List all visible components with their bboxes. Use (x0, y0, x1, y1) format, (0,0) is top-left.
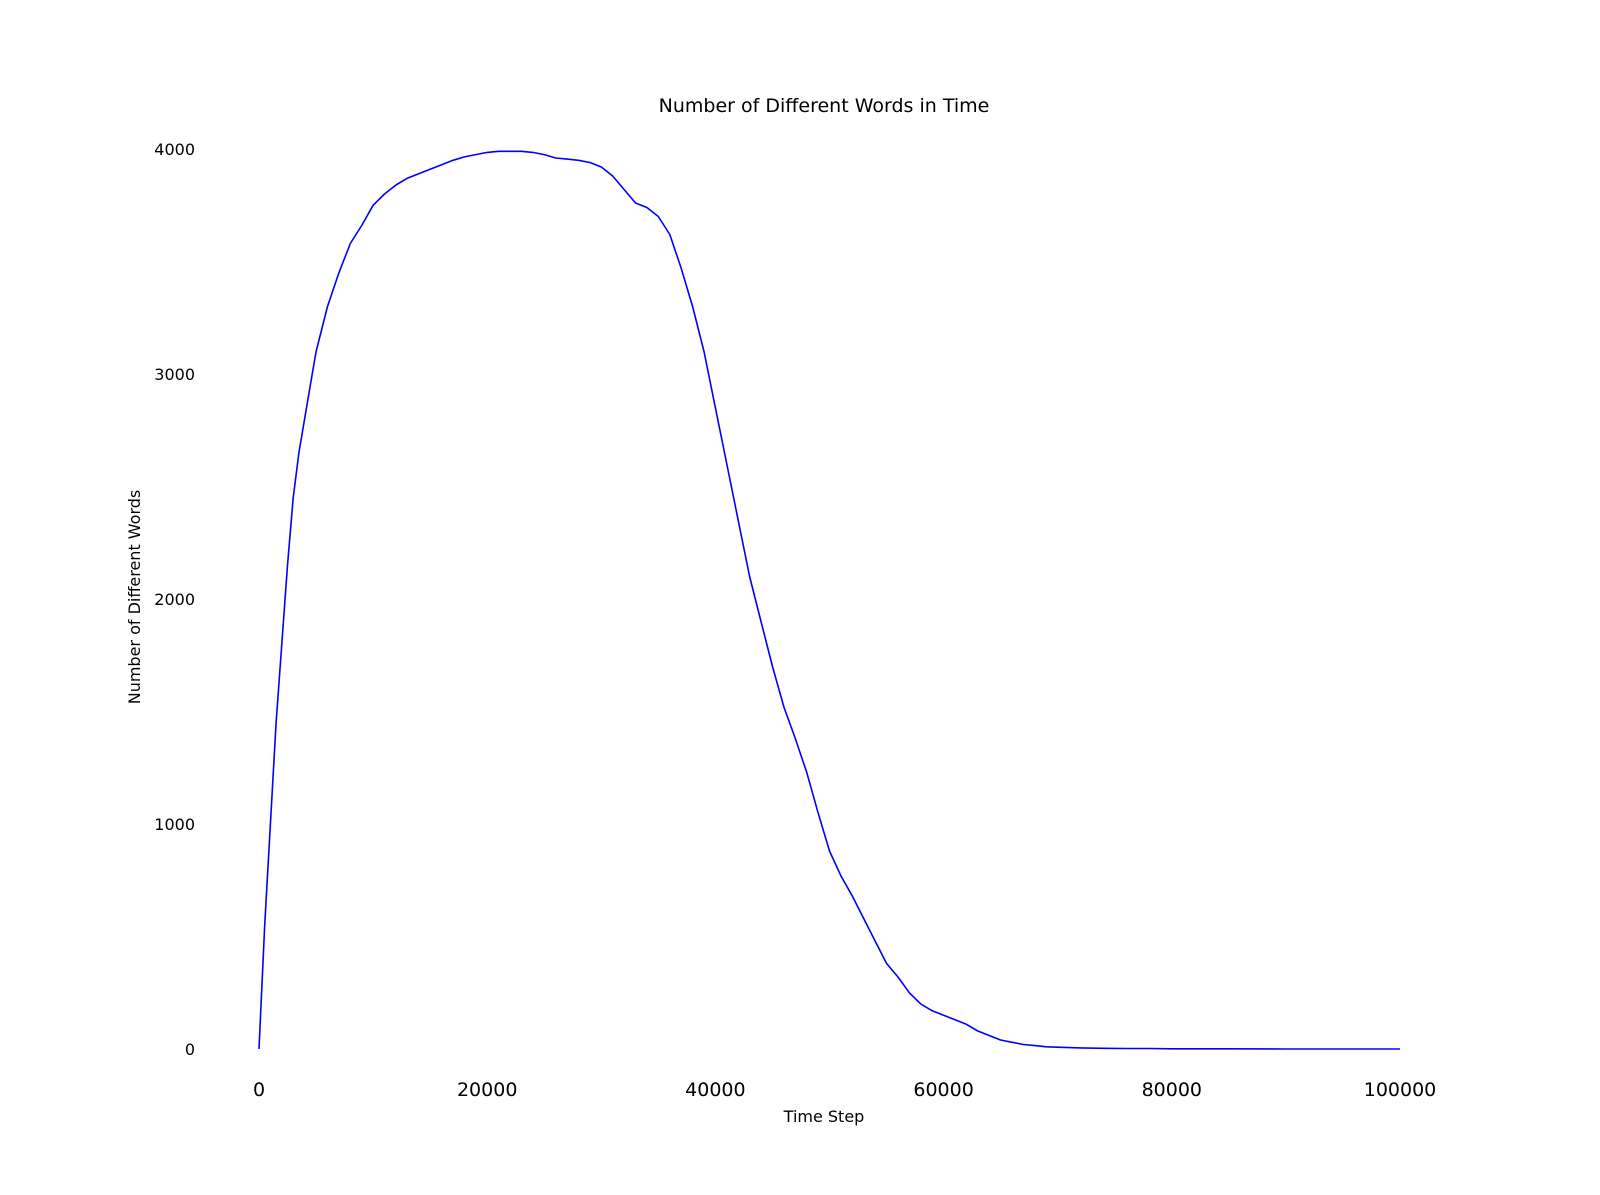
y-tick-label: 1000 (154, 815, 195, 834)
y-tick-label: 3000 (154, 365, 195, 384)
y-tick-label: 0 (185, 1040, 195, 1059)
y-axis-ticks: 0 1000 2000 3000 4000 (154, 140, 195, 1059)
y-axis-label: Number of Different Words (125, 490, 144, 705)
x-axis-label: Time Step (783, 1107, 865, 1126)
series-line (258, 150, 1400, 1050)
x-tick-label: 100000 (1364, 1079, 1437, 1101)
y-tick-label: 2000 (154, 590, 195, 609)
x-tick-label: 20000 (457, 1079, 517, 1101)
y-tick-label: 4000 (154, 140, 195, 159)
x-axis-ticks: 0 20000 40000 60000 80000 100000 (253, 1079, 1436, 1101)
series-layer (258, 150, 1400, 1050)
x-tick-label: 40000 (685, 1079, 745, 1101)
x-tick-label: 0 (253, 1079, 265, 1101)
chart-title: Number of Different Words in Time (659, 95, 990, 117)
x-tick-label: 60000 (913, 1079, 973, 1101)
x-tick-label: 80000 (1142, 1079, 1202, 1101)
